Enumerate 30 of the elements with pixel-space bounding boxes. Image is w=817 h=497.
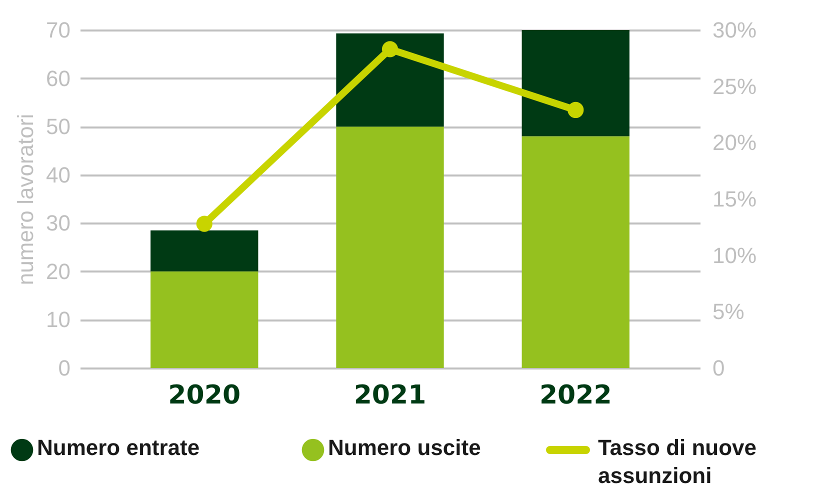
y-tick-label: 30 [46, 210, 70, 236]
x-tick-label: 2022 [539, 380, 612, 410]
y-tick-label: 10 [46, 307, 70, 332]
y-tick-label: 0 [58, 356, 70, 380]
point [382, 41, 398, 58]
x-tick-label: 2020 [168, 380, 241, 410]
x-tick-label: 2021 [354, 380, 426, 410]
y2-tick-label: 10% [712, 242, 757, 268]
y-axis-title: numero lavoratori [13, 114, 38, 286]
bar [150, 230, 258, 272]
y2-tick-label: 20% [712, 130, 757, 156]
y-tick-label: 40 [46, 162, 70, 188]
y2-tick-label: 0 [712, 356, 725, 380]
y2-tick-label: 30% [712, 18, 757, 42]
point [568, 102, 584, 118]
legend-label: Numero uscite [328, 435, 481, 460]
y-tick-label: 60 [46, 66, 70, 91]
y2-tick-label: 5% [712, 299, 744, 324]
bar [522, 30, 630, 136]
legend-label: Tasso di nuove assunzioni [598, 435, 757, 488]
y-tick-label: 70 [46, 18, 70, 42]
y2-tick-label: 15% [712, 186, 757, 212]
bar [150, 271, 258, 368]
bar [522, 136, 630, 368]
point [196, 216, 212, 232]
legend-label: Numero entrate [37, 435, 200, 460]
y-tick-label: 50 [46, 114, 70, 140]
bar [336, 126, 444, 368]
y2-tick-label: 25% [712, 74, 757, 99]
y-tick-label: 20 [46, 258, 70, 284]
